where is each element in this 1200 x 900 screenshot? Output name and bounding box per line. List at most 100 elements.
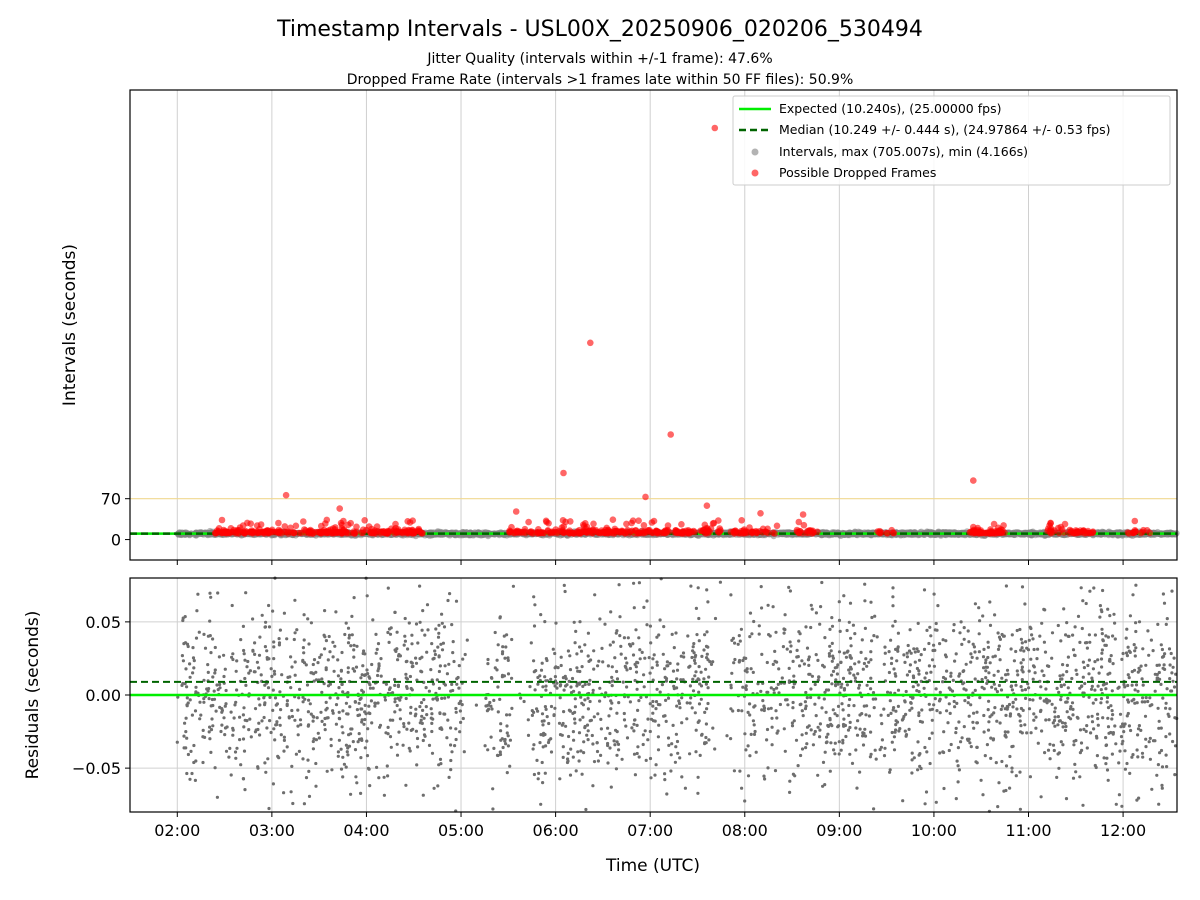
residual-point <box>352 648 356 652</box>
residual-point <box>1050 631 1055 635</box>
residual-point <box>425 713 429 717</box>
residual-point <box>1160 647 1164 652</box>
residual-point <box>938 690 942 695</box>
dropped-frame-point <box>261 528 269 536</box>
residual-point <box>1168 707 1172 711</box>
residual-point <box>800 747 805 751</box>
residual-point <box>800 733 804 737</box>
residual-point <box>975 710 979 714</box>
residual-point <box>581 703 586 707</box>
intervals-y-tick-label: 0 <box>111 531 121 550</box>
residual-point <box>1090 714 1094 718</box>
dropped-frame-point <box>218 516 226 524</box>
residual-point <box>489 704 493 708</box>
residual-point <box>213 668 217 672</box>
residual-point <box>849 644 853 648</box>
residual-point <box>999 707 1003 712</box>
residual-point <box>1137 724 1141 728</box>
residual-point <box>636 745 640 749</box>
residual-point <box>1053 715 1057 719</box>
residual-point <box>938 751 942 755</box>
residual-point <box>404 672 408 676</box>
residual-point <box>713 747 717 751</box>
residual-point <box>694 670 698 674</box>
residual-point <box>918 764 922 769</box>
residual-point <box>350 633 354 637</box>
residual-point <box>624 724 628 728</box>
residual-point <box>329 744 333 748</box>
dropped-frame-point <box>988 529 995 537</box>
residual-point <box>309 671 313 675</box>
residual-point <box>872 706 876 710</box>
residual-point <box>201 760 205 765</box>
residual-point <box>561 755 565 760</box>
residual-point <box>949 688 953 692</box>
residual-point <box>647 656 651 660</box>
residual-point <box>272 640 276 644</box>
residual-point <box>278 723 282 727</box>
residual-point <box>912 647 916 651</box>
residual-point <box>280 673 284 677</box>
residual-point <box>982 713 986 718</box>
residual-point <box>935 628 939 632</box>
dropped-frame-point <box>607 529 615 536</box>
residual-point <box>916 649 920 654</box>
residual-point <box>986 728 991 732</box>
residual-point <box>894 709 898 713</box>
residual-point <box>532 772 537 777</box>
residual-point <box>1073 762 1077 767</box>
residual-point <box>835 714 839 718</box>
residual-point <box>729 737 733 741</box>
residual-point <box>432 656 436 661</box>
residuals-panel: 0.050.00−0.05 02:00 03:00 04:00 05:00 06:00 0… <box>23 560 1179 840</box>
dropped-frame-outlier <box>703 502 711 510</box>
residual-point <box>1051 743 1056 747</box>
residual-point <box>908 663 913 667</box>
residual-point <box>997 781 1001 785</box>
residual-point <box>448 592 452 596</box>
residual-point <box>454 727 458 731</box>
residual-point <box>669 753 673 757</box>
residual-point <box>988 600 992 604</box>
residual-point <box>305 683 310 687</box>
residual-point <box>1076 614 1081 619</box>
residual-point <box>244 683 248 688</box>
residual-point <box>655 687 659 691</box>
residual-point <box>906 643 910 648</box>
residual-point <box>258 733 262 737</box>
dropped-frame-point <box>875 529 883 536</box>
residual-point <box>344 701 348 705</box>
residual-point <box>393 700 397 704</box>
residual-point <box>831 656 836 660</box>
residual-point <box>748 635 752 639</box>
residual-point <box>740 709 744 713</box>
residual-point <box>930 731 934 735</box>
residual-point <box>666 696 671 700</box>
dropped-frame-point <box>609 516 617 523</box>
residual-point <box>839 748 843 752</box>
residual-point <box>508 764 512 768</box>
residual-point <box>634 628 638 632</box>
residual-point <box>700 654 704 659</box>
dropped-frame-point <box>525 518 532 526</box>
residual-point <box>818 722 823 726</box>
residual-point <box>285 745 289 749</box>
residual-point <box>395 753 400 757</box>
residual-point <box>972 711 976 715</box>
residual-point <box>851 623 856 627</box>
residual-point <box>806 658 811 662</box>
residual-point <box>837 618 842 623</box>
residual-point <box>306 758 310 762</box>
residual-point <box>385 764 389 768</box>
residual-point <box>423 734 427 738</box>
residual-point <box>387 640 391 645</box>
residual-point <box>201 728 205 733</box>
residual-point <box>836 663 840 667</box>
residual-point <box>916 740 920 744</box>
residual-point <box>1084 729 1088 734</box>
residual-point <box>1160 783 1164 788</box>
residual-point <box>407 746 411 750</box>
residual-point <box>847 620 851 624</box>
residual-point <box>1162 663 1166 667</box>
residual-point <box>934 800 938 804</box>
